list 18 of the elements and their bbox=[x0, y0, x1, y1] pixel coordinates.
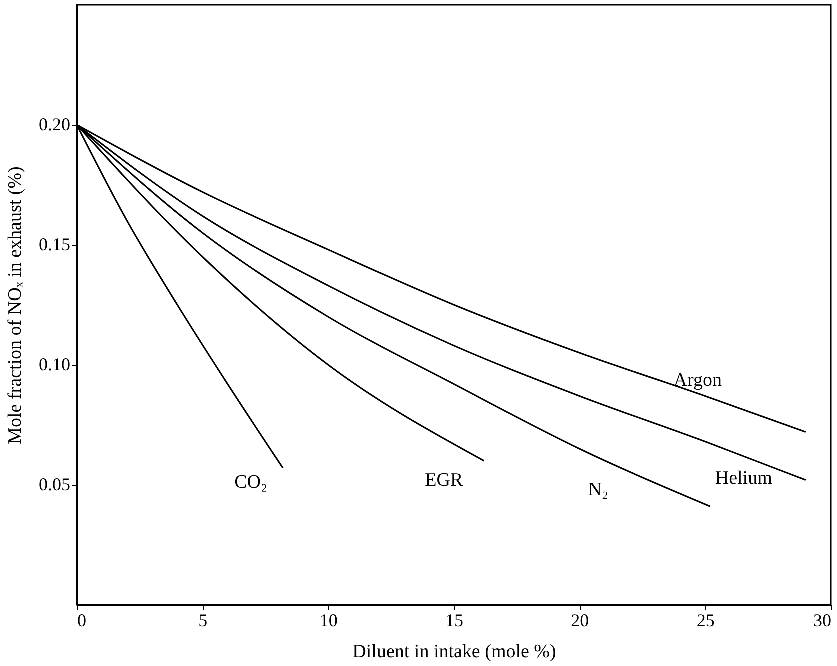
series-label: N₂ bbox=[588, 480, 609, 501]
x-tick-label: 30 bbox=[814, 610, 832, 630]
x-tick-label: 25 bbox=[696, 610, 715, 630]
y-tick-label: 0.20 bbox=[39, 114, 70, 134]
x-tick-label: 0 bbox=[78, 610, 86, 630]
x-tick-label: 20 bbox=[571, 610, 590, 630]
y-axis-title: Mole fraction of NOₓ in exhaust (%) bbox=[5, 166, 26, 444]
series-label: Argon bbox=[674, 370, 722, 392]
x-axis-title: Diluent in intake (mole %) bbox=[352, 642, 556, 662]
y-tick-label: 0.05 bbox=[39, 474, 70, 494]
series-label: CO₂ bbox=[234, 472, 268, 494]
x-tick-label: 10 bbox=[320, 610, 338, 630]
series-label: Helium bbox=[715, 468, 773, 490]
x-tick-label: 5 bbox=[198, 610, 208, 630]
x-tick-label: 15 bbox=[446, 610, 464, 630]
series-label: EGR bbox=[425, 470, 464, 491]
y-tick-label: 0.10 bbox=[39, 354, 70, 374]
y-tick-label: 0.15 bbox=[39, 234, 70, 254]
